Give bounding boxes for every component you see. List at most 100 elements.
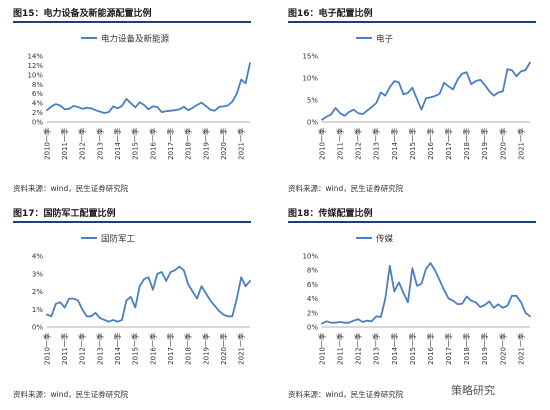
line-chart-18: 传媒 0% 2% 4% 6% 8% 10% 2010一季 2011一季 2012一季 2013一季 2…: [302, 234, 531, 365]
y-tick-label: 4%: [307, 295, 318, 303]
y-tick-label: 0%: [32, 119, 43, 127]
source-note: 资料来源：wind，民生证券研究院: [288, 390, 404, 399]
source-note: 资料来源：wind，民生证券研究院: [288, 184, 404, 193]
chart-title: 图18：传媒配置比例: [288, 209, 373, 219]
x-tick-label: 2011一季: [60, 333, 69, 365]
y-tick-label: 15%: [302, 53, 318, 61]
x-tick-label: 2019一季: [480, 128, 489, 160]
y-tick-label: 3%: [32, 270, 43, 278]
chart-panel-17: 图17：国防军工配置比例 国防军工 0% 1% 2% 3% 4% 2010一季 2011一季 2…: [13, 206, 258, 401]
y-tick-label: 0%: [307, 324, 318, 332]
x-tick-label: 2010一季: [42, 333, 51, 365]
chart-title: 图16：电子配置比例: [288, 9, 373, 19]
x-tick-label: 2018一季: [462, 333, 471, 365]
x-tick-label: 2019一季: [201, 333, 210, 365]
x-tick-label: 2020一季: [498, 128, 507, 160]
x-tick-label: 2013一季: [372, 333, 381, 365]
chart-panel-18: 图18：传媒配置比例 传媒 0% 2% 4% 6% 8% 10% 2010一季 2011一季 20…: [288, 206, 538, 401]
x-tick-label: 2016一季: [426, 128, 435, 160]
title-underline: [13, 221, 251, 223]
series-line: [46, 265, 251, 323]
x-tick-label: 2013一季: [372, 128, 381, 160]
x-tick-label: 2011一季: [336, 128, 345, 160]
x-tick-label: 2019一季: [201, 128, 210, 160]
y-tick-label: 8%: [307, 267, 318, 275]
y-tick-label: 6%: [307, 281, 318, 289]
x-tick-label: 2017一季: [166, 128, 175, 160]
x-tick-label: 2018一季: [184, 128, 193, 160]
source-note: 资料来源：wind，民生证券研究院: [13, 184, 129, 193]
x-tick-label: 2010一季: [42, 128, 51, 160]
legend-label: 电子: [376, 34, 394, 45]
x-tick-label: 2021一季: [516, 128, 525, 160]
chart-panel-16: 图16：电子配置比例 电子 0% 5% 10% 15% 2010一季 2011一季 2012一…: [288, 6, 538, 196]
x-tick-label: 2010一季: [317, 128, 326, 160]
source-note: 资料来源：wind，民生证券研究院: [13, 390, 129, 399]
x-tick-label: 2016一季: [148, 128, 157, 160]
y-tick-label: 8%: [32, 81, 43, 89]
y-tick-label: 1%: [32, 306, 43, 314]
x-tick-label: 2017一季: [444, 333, 453, 365]
x-tick-label: 2017一季: [444, 128, 453, 160]
chart-title: 图15：电力设备及新能源配置比例: [13, 9, 152, 19]
x-tick-label: 2015一季: [408, 333, 417, 365]
title-underline: [288, 221, 536, 223]
chart-panel-15: 图15：电力设备及新能源配置比例 电力设备及新能源 0% 2% 4% 6% 8% 10% 12…: [13, 6, 258, 196]
x-tick-label: 2021一季: [516, 333, 525, 365]
y-tick-label: 2%: [32, 288, 43, 296]
x-tick-label: 2020一季: [498, 333, 507, 365]
x-tick-label: 2011一季: [60, 128, 69, 160]
x-tick-label: 2020一季: [219, 333, 228, 365]
x-tick-label: 2015一季: [131, 128, 140, 160]
chart-title: 图17：国防军工配置比例: [13, 209, 116, 219]
y-tick-label: 6%: [32, 90, 43, 98]
x-tick-label: 2012一季: [78, 333, 87, 365]
x-tick-label: 2015一季: [131, 333, 140, 365]
x-tick-label: 2021一季: [237, 333, 246, 365]
y-tick-label: 10%: [302, 253, 318, 261]
x-tick-label: 2012一季: [354, 333, 363, 365]
title-underline: [13, 21, 251, 23]
y-tick-label: 4%: [32, 100, 43, 108]
x-tick-label: 2010一季: [317, 333, 326, 365]
x-tick-label: 2014一季: [113, 333, 122, 365]
x-tick-label: 2013一季: [95, 128, 104, 160]
x-tick-label: 2011一季: [336, 333, 345, 365]
x-tick-label: 2017一季: [166, 333, 175, 365]
y-tick-label: 10%: [27, 71, 43, 79]
series-line: [321, 61, 531, 121]
line-chart-15: 电力设备及新能源 0% 2%4% 6%8% 10%12%14% 2010一季 2011一季 2…: [27, 34, 251, 160]
x-tick-label: 2020一季: [219, 128, 228, 160]
title-underline: [288, 21, 536, 23]
x-tick-label: 2021一季: [237, 128, 246, 160]
y-tick-label: 4%: [32, 253, 43, 261]
x-tick-label: 2014一季: [390, 128, 399, 160]
y-tick-label: 14%: [27, 53, 43, 61]
legend-label: 国防军工: [101, 234, 136, 245]
series-line: [46, 62, 251, 114]
y-tick-label: 12%: [27, 62, 43, 70]
x-tick-label: 2019一季: [480, 333, 489, 365]
x-tick-label: 2018一季: [184, 333, 193, 365]
line-chart-17: 国防军工 0% 1% 2% 3% 4% 2010一季 2011一季 2012一季 2013一季 20…: [32, 234, 251, 365]
x-tick-label: 2014一季: [390, 333, 399, 365]
x-tick-label: 2013一季: [95, 333, 104, 365]
y-tick-label: 0%: [307, 119, 318, 127]
legend-label: 传媒: [376, 234, 394, 245]
x-tick-label: 2015一季: [408, 128, 417, 160]
watermark: 策略研究: [451, 384, 495, 397]
line-chart-16: 电子 0% 5% 10% 15% 2010一季 2011一季 2012一季 2013一季 2014…: [302, 34, 531, 160]
x-tick-label: 2012一季: [354, 128, 363, 160]
y-tick-label: 0%: [32, 324, 43, 332]
y-tick-label: 5%: [307, 97, 318, 105]
x-tick-label: 2014一季: [113, 128, 122, 160]
x-tick-label: 2012一季: [78, 128, 87, 160]
y-tick-label: 2%: [307, 309, 318, 317]
y-tick-label: 10%: [302, 75, 318, 83]
x-tick-label: 2018一季: [462, 128, 471, 160]
x-tick-label: 2016一季: [148, 333, 157, 365]
x-tick-label: 2016一季: [426, 333, 435, 365]
series-line: [321, 262, 531, 325]
legend-label: 电力设备及新能源: [101, 34, 170, 45]
y-tick-label: 2%: [32, 109, 43, 117]
